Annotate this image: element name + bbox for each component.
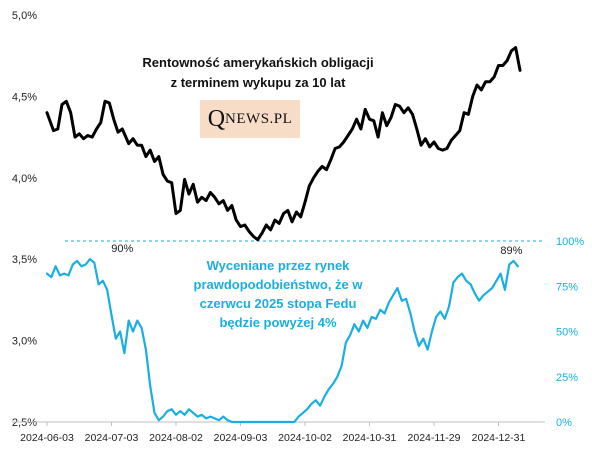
y-axis-right: 0% 25% 50% 75% 100% (556, 236, 584, 429)
y-right-tick-label: 75% (556, 281, 578, 293)
series-layer (45, 46, 522, 424)
y-left-tick-label: 3,5% (12, 254, 37, 266)
yield-line (45, 46, 522, 242)
x-tick-label: 2024-12-31 (472, 432, 526, 444)
y-left-tick-label: 3,0% (12, 336, 37, 348)
peak-label: 89% (500, 245, 522, 257)
y-right-tick-label: 100% (556, 236, 584, 248)
x-tick-label: 2024-06-03 (20, 432, 74, 444)
y-right-tick-label: 25% (556, 372, 578, 384)
chart-title-line-1: Rentowność amerykańskich obligacji (142, 55, 373, 70)
x-tick-label: 2024-10-31 (343, 432, 397, 444)
probability-line (45, 258, 519, 424)
y-left-tick-label: 2,5% (12, 417, 37, 429)
y-left-tick-label: 4,5% (12, 91, 37, 103)
x-tick-label: 2024-11-29 (408, 432, 461, 444)
x-tick-label: 2024-08-02 (149, 432, 203, 444)
logo-q: Q (207, 105, 226, 132)
y-right-tick-label: 0% (556, 417, 572, 429)
chart-title-line-2: z terminem wykupu za 10 lat (171, 75, 347, 90)
peak-labels: 90% 89% (111, 243, 522, 257)
y-left-tick-label: 5,0% (12, 10, 37, 22)
y-axis-left: 2,5% 3,0% 3,5% 4,0% 4,5% 5,0% (12, 10, 37, 429)
x-tick-label: 2024-10-02 (278, 432, 332, 444)
y-right-tick-label: 50% (556, 327, 578, 339)
y-left-tick-label: 4,0% (12, 173, 37, 185)
annotation-line-1: Wyceniane przez rynek (207, 258, 351, 273)
annotation-line-4: będzie powyżej 4% (219, 315, 336, 330)
logo-text: NEWS.PL (225, 110, 293, 127)
peak-label: 90% (111, 243, 133, 255)
annotation-line-3: czerwcu 2025 stopa Fedu (200, 296, 357, 311)
x-tick-label: 2024-09-03 (214, 432, 268, 444)
annotation-line-2: prawdopodobieństwo, że w (194, 277, 364, 292)
x-axis: 2024-06-03 2024-07-03 2024-08-02 2024-09-03… (20, 422, 526, 444)
qnews-logo: Q NEWS.PL (200, 100, 300, 138)
x-tick-label: 2024-07-03 (85, 432, 139, 444)
